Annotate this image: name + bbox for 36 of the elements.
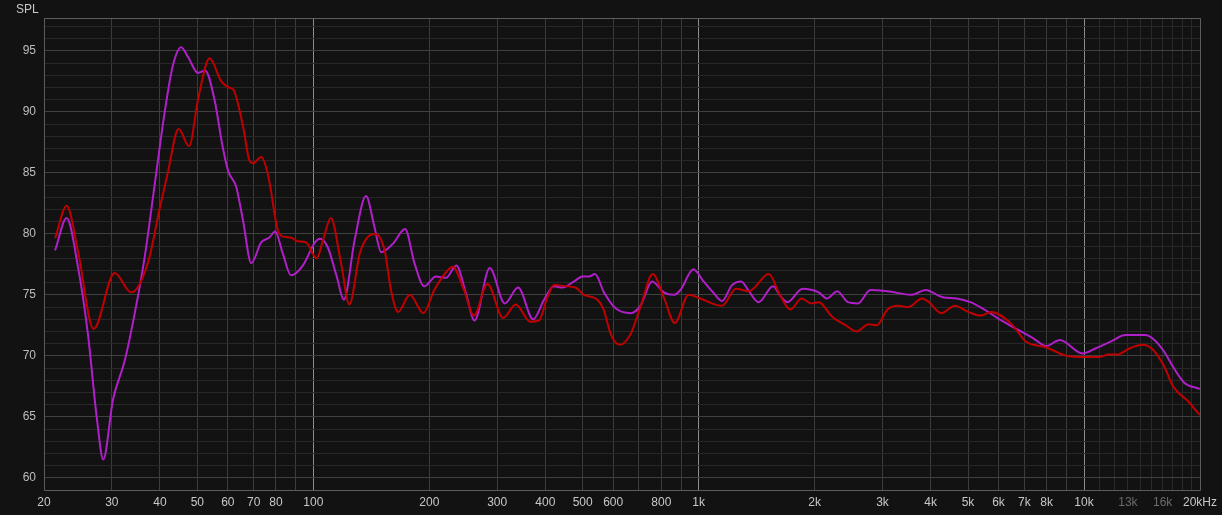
- x-tick-label: 40: [153, 495, 167, 510]
- x-tick-label: 2k: [808, 495, 822, 510]
- x-tick-label: 800: [651, 495, 672, 510]
- x-tick-label: 60: [221, 495, 235, 510]
- x-tick-label: 400: [535, 495, 556, 510]
- x-tick-label: 5k: [961, 495, 976, 510]
- y-axis-title: SPL: [16, 2, 40, 16]
- x-tick-label: 70: [246, 495, 261, 510]
- x-tick-label: 1k: [692, 495, 706, 510]
- x-tick-label: 30: [105, 495, 119, 510]
- x-tick-label: 8k: [1040, 495, 1054, 510]
- x-tick-label: 200: [419, 495, 440, 510]
- x-tick-label: 100: [303, 495, 324, 510]
- y-tick-label: 75: [22, 287, 37, 302]
- x-axis-title: Hz: [1202, 495, 1218, 510]
- x-tick-label: 6k: [992, 495, 1006, 510]
- x-tick-label: 20k: [1182, 495, 1204, 510]
- x-tick-label: 3k: [876, 495, 890, 510]
- y-tick-label: 65: [22, 409, 37, 424]
- y-tick-label: 85: [22, 165, 37, 180]
- y-tick-label: 95: [22, 43, 37, 58]
- y-tick-label: 90: [22, 104, 37, 119]
- x-tick-label: 600: [603, 495, 624, 510]
- x-tick-label: 7k: [1017, 495, 1032, 510]
- x-tick-label: 4k: [924, 495, 938, 510]
- x-tick-label: 50: [190, 495, 205, 510]
- x-tick-label: 16k: [1152, 495, 1174, 510]
- x-tick-label: 13k: [1118, 495, 1139, 510]
- x-tick-label: 300: [487, 495, 508, 510]
- x-tick-label: 80: [269, 495, 283, 510]
- x-tick-label: 10k: [1074, 495, 1095, 510]
- y-tick-label: 70: [22, 348, 37, 363]
- y-tick-label: 80: [22, 226, 37, 241]
- x-tick-label: 500: [572, 495, 593, 510]
- x-tick-label: 20: [37, 495, 51, 510]
- y-tick-label: 60: [22, 470, 37, 485]
